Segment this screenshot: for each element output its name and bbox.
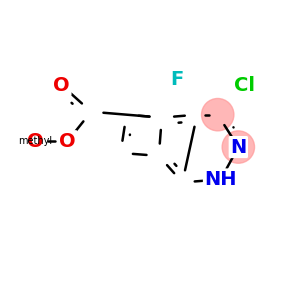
Text: N: N [230,138,247,157]
Text: O: O [53,76,70,95]
Text: O: O [59,132,76,151]
Text: O: O [27,132,44,151]
Text: NH: NH [204,170,237,189]
Circle shape [202,98,234,131]
Text: Cl: Cl [234,76,255,95]
Circle shape [222,131,254,163]
Text: F: F [170,70,183,89]
Text: methyl: methyl [18,136,52,146]
